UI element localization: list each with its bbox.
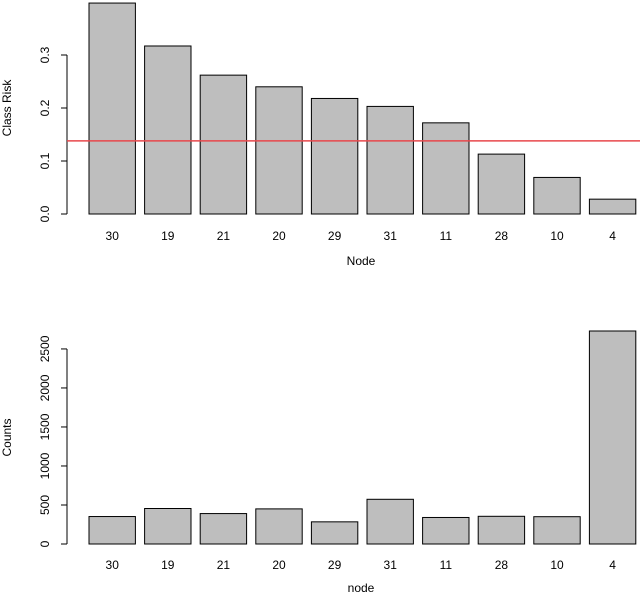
bar-30	[88, 516, 136, 545]
bar-11	[422, 516, 470, 545]
x-tick-label: 10	[550, 558, 564, 572]
x-tick-label: 21	[217, 229, 231, 243]
x-tick-label: 10	[550, 229, 564, 243]
bar-31	[366, 498, 414, 545]
x-tick-label: 29	[328, 558, 342, 572]
y-axis-title: Counts	[0, 418, 14, 456]
x-tick-label: 4	[609, 558, 616, 572]
bar-29	[310, 521, 359, 545]
bar-19	[144, 45, 192, 215]
y-tick-label: 1500	[38, 413, 52, 440]
bar-10	[533, 176, 581, 215]
x-tick-label: 19	[161, 229, 175, 243]
bar-28	[477, 153, 526, 215]
bar-29	[310, 97, 359, 215]
x-tick-label: 31	[384, 558, 398, 572]
y-tick-label: 1000	[38, 452, 52, 479]
x-axis-title: node	[348, 581, 375, 593]
bar-19	[144, 508, 192, 545]
x-tick-label: 31	[384, 229, 398, 243]
bar-11	[422, 122, 470, 215]
y-tick-label: 2500	[38, 335, 52, 362]
y-axis-title: Class Risk	[0, 79, 14, 137]
y-tick-label: 0.0	[38, 205, 52, 222]
y-tick-label: 0.1	[38, 152, 52, 169]
x-tick-label: 28	[495, 229, 509, 243]
bar-20	[255, 508, 303, 545]
bar-4	[588, 198, 637, 215]
x-tick-label: 29	[328, 229, 342, 243]
bar-21	[199, 513, 248, 545]
x-tick-label: 11	[440, 229, 453, 243]
x-tick-label: 20	[272, 229, 286, 243]
x-tick-label: 21	[217, 558, 231, 572]
y-tick-label: 0.3	[38, 46, 52, 63]
x-axis-title: Node	[347, 254, 376, 268]
bar-28	[477, 515, 526, 545]
y-tick-label: 2000	[38, 374, 52, 401]
class-risk-chart: 30 19 21 20 29 31 11 28 10 4 0.0 0.1 0.2 0.3 Node Class…	[0, 2, 640, 268]
x-tick-label: 19	[161, 558, 175, 572]
x-tick-label: 20	[272, 558, 286, 572]
bar-10	[533, 516, 581, 545]
y-tick-label: 0	[38, 540, 52, 547]
x-tick-label: 28	[495, 558, 509, 572]
y-tick-label: 500	[38, 495, 52, 515]
x-tick-label: 11	[440, 558, 453, 572]
bar-31	[366, 105, 414, 215]
bar-4	[588, 330, 637, 545]
bar-20	[255, 86, 303, 215]
x-tick-label: 30	[106, 229, 120, 243]
bar-21	[199, 74, 248, 215]
counts-chart: 30 19 21 20 29 31 11 28 10 4 0 500 1000 1500 2000 2500 n…	[0, 330, 637, 593]
bar-30	[88, 2, 136, 215]
y-tick-label: 0.2	[38, 99, 52, 116]
x-tick-label: 30	[106, 558, 120, 572]
x-tick-label: 4	[609, 229, 616, 243]
